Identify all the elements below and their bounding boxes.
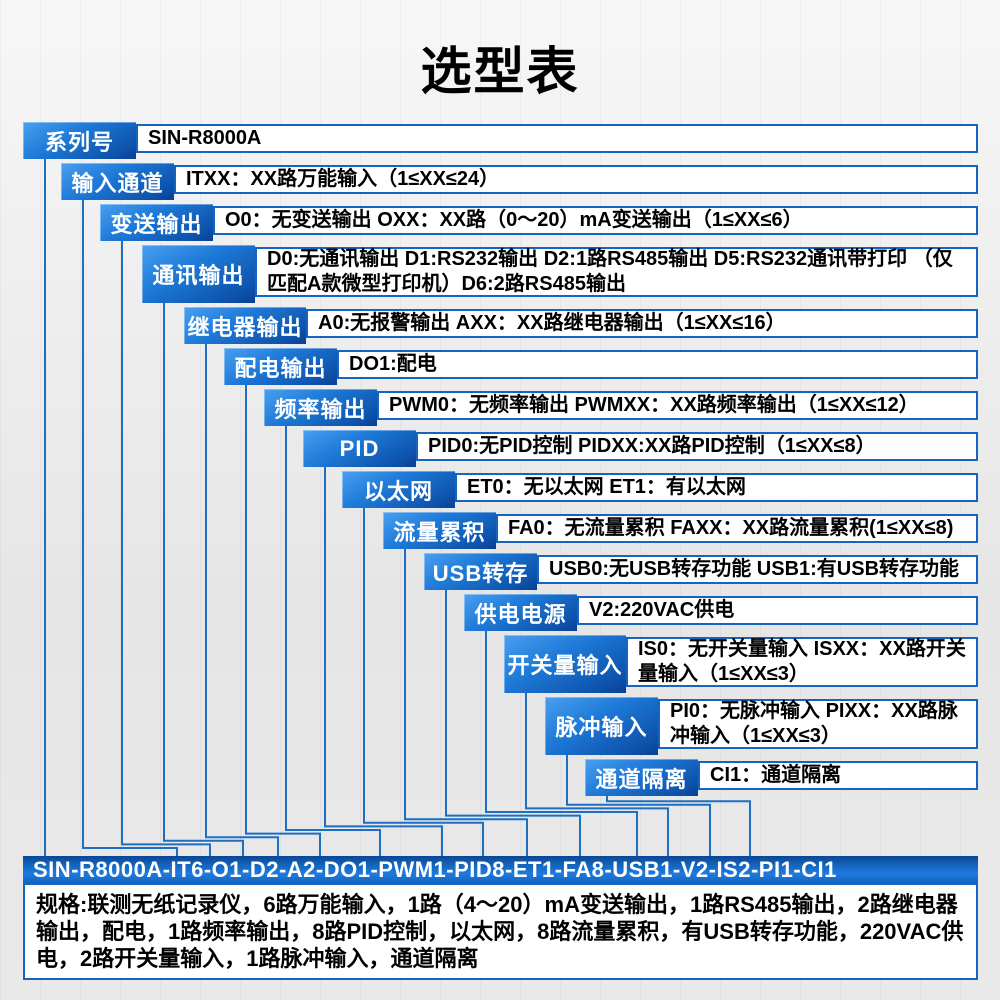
option-label: 配电输出: [224, 348, 337, 385]
option-label: 供电电源: [464, 594, 577, 631]
model-code-text: SIN-R8000A-IT6-O1-D2-A2-DO1-PWM1-PID8-ET…: [33, 856, 837, 882]
option-desc: O0：无变送输出 OXX：XX路（0～20）mA变送输出（1≤XX≤6）: [213, 206, 978, 235]
option-desc: PI0：无脉冲输入 PIXX：XX路脉冲输入（1≤XX≤3）: [658, 699, 978, 749]
option-label: 系列号: [23, 122, 136, 159]
option-label: 继电器输出: [184, 307, 306, 344]
option-desc: ITXX：XX路万能输入（1≤XX≤24）: [174, 165, 978, 194]
option-label: USB转存: [424, 553, 537, 590]
option-desc: CI1：通道隔离: [698, 761, 978, 790]
option-desc: V2:220VAC供电: [577, 596, 978, 625]
option-desc: PWM0：无频率输出 PWMXX：XX路频率输出（1≤XX≤12）: [377, 391, 978, 420]
spec-box: 规格:联测无纸记录仪，6路万能输入，1路（4～20）mA变送输出，1路RS485…: [23, 883, 978, 980]
option-desc: PID0:无PID控制 PIDXX:XX路PID控制（1≤XX≤8）: [416, 432, 978, 461]
option-label: 变送输出: [100, 204, 213, 241]
model-code-bar: SIN-R8000A-IT6-O1-D2-A2-DO1-PWM1-PID8-ET…: [23, 856, 978, 883]
option-label: 输入通道: [61, 163, 174, 200]
page-title: 选型表: [420, 43, 580, 100]
option-desc: USB0:无USB转存功能 USB1:有USB转存功能: [537, 555, 978, 584]
option-desc: SIN-R8000A: [136, 124, 978, 153]
option-desc: D0:无通讯输出 D1:RS232输出 D2:1路RS485输出 D5:RS23…: [255, 247, 978, 297]
option-desc: ET0：无以太网 ET1：有以太网: [455, 473, 978, 502]
option-label: 开关量输入: [504, 635, 626, 693]
spec-text: 规格:联测无纸记录仪，6路万能输入，1路（4～20）mA变送输出，1路RS485…: [36, 892, 964, 971]
option-desc: FA0：无流量累积 FAXX：XX路流量累积(1≤XX≤8): [496, 514, 978, 543]
option-label: 频率输出: [264, 389, 377, 426]
option-label: 通道隔离: [585, 759, 698, 796]
option-desc: A0:无报警输出 AXX：XX路继电器输出（1≤XX≤16）: [306, 309, 978, 338]
option-desc: IS0：无开关量输入 ISXX：XX路开关量输入（1≤XX≤3）: [626, 637, 978, 687]
option-label: 以太网: [342, 471, 455, 508]
option-label: PID: [303, 430, 416, 467]
option-desc: DO1:配电: [337, 350, 978, 379]
option-label: 通讯输出: [142, 245, 255, 303]
option-label: 流量累积: [383, 512, 496, 549]
option-label: 脉冲输入: [545, 697, 658, 755]
